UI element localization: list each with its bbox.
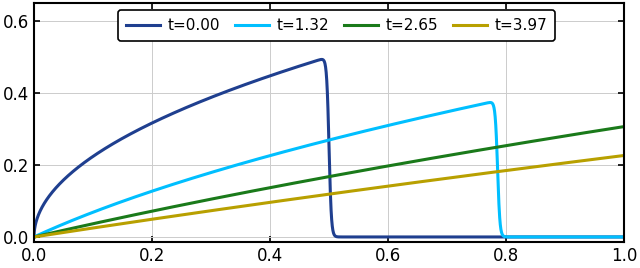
Legend: t=0.00, t=1.32, t=2.65, t=3.97: t=0.00, t=1.32, t=2.65, t=3.97: [118, 10, 555, 41]
t=1.32: [257, 157, 264, 160]
t=0.00: [257, 78, 264, 81]
t=3.97: [620, 154, 628, 157]
t=2.65: [30, 235, 38, 239]
t=3.97: [97, 225, 105, 228]
t=2.65: [282, 183, 290, 186]
t=0.00: [545, 235, 553, 239]
t=1.32: [132, 195, 140, 198]
Line: t=0.00: t=0.00: [34, 59, 624, 237]
t=0.00: [620, 235, 628, 239]
t=1.32: [30, 235, 38, 239]
t=1.32: [97, 207, 105, 211]
t=3.97: [257, 202, 264, 205]
Line: t=2.65: t=2.65: [34, 127, 624, 237]
t=1.32: [486, 101, 494, 104]
Line: t=3.97: t=3.97: [34, 155, 624, 237]
t=3.97: [609, 155, 616, 159]
t=3.97: [282, 199, 290, 202]
t=2.65: [132, 213, 140, 216]
t=0.00: [30, 235, 38, 239]
t=1.32: [282, 150, 290, 153]
t=1.32: [620, 235, 628, 239]
t=0.00: [97, 149, 105, 152]
t=0.00: [318, 58, 326, 61]
t=3.97: [30, 235, 38, 239]
t=2.65: [609, 127, 616, 130]
t=0.00: [282, 69, 290, 72]
Line: t=1.32: t=1.32: [34, 102, 624, 237]
t=1.32: [545, 235, 553, 239]
t=2.65: [257, 188, 264, 191]
t=0.00: [609, 235, 616, 239]
t=3.97: [132, 220, 140, 223]
t=1.32: [609, 235, 616, 239]
t=3.97: [545, 163, 553, 167]
t=2.65: [620, 125, 628, 128]
t=2.65: [97, 220, 105, 224]
t=2.65: [620, 125, 628, 128]
t=2.65: [545, 137, 553, 140]
t=0.00: [132, 129, 140, 132]
